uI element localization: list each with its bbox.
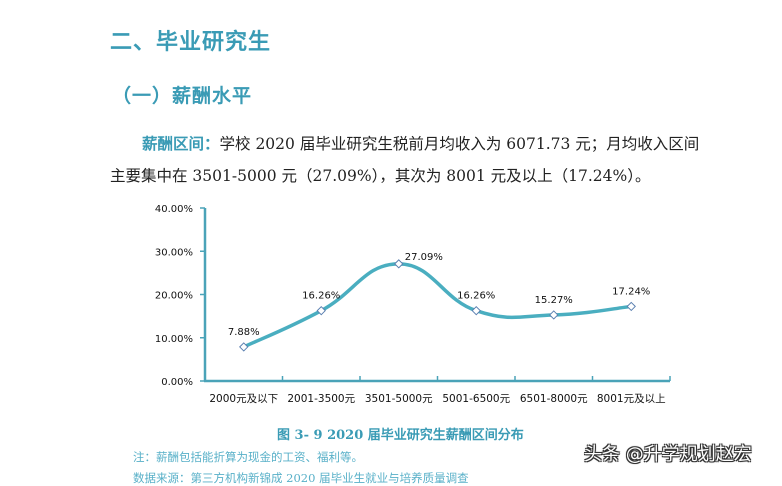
y-tick-label: 40.00%	[155, 204, 193, 215]
category-label-group: 2000元及以下 2001-3500元 3501-5000元 5001-6500元 65…	[209, 393, 665, 405]
watermark: 头条 @升学规划赵宏	[584, 444, 752, 465]
section-heading: 二、毕业研究生	[110, 30, 272, 55]
data-point-marker	[549, 310, 559, 320]
y-tick-group: 0.00% 10.00% 20.00% 30.00% 40.00%	[155, 204, 205, 388]
subsection-heading: （一）薪酬水平	[112, 85, 253, 107]
y-tick-label: 10.00%	[155, 334, 193, 345]
y-tick-label: 30.00%	[155, 247, 193, 258]
marker-group	[239, 259, 636, 352]
figure-note: 注：薪酬包括能折算为现金的工资、福利等。	[133, 450, 363, 464]
y-tick-label: 0.00%	[161, 377, 193, 388]
category-label: 2001-3500元	[287, 393, 355, 405]
data-point-marker	[471, 305, 481, 316]
salary-paragraph: 薪酬区间：学校 2020 届毕业研究生税前月均收入为 6071.73 元；月均收…	[110, 128, 710, 192]
category-label: 2000元及以下	[209, 393, 278, 405]
data-label: 15.27%	[535, 295, 573, 306]
category-label: 6501-8000元	[520, 393, 588, 405]
category-label: 3501-5000元	[365, 393, 433, 405]
paragraph-line-2: 主要集中在 3501-5000 元（27.09%），其次为 8001 元及以上（…	[110, 167, 651, 185]
data-label-group: 7.88% 16.26% 27.09% 16.26% 15.27% 17.24%	[228, 252, 650, 338]
data-label: 16.26%	[457, 291, 495, 302]
data-point-marker	[239, 342, 249, 352]
paragraph-line-1: 学校 2020 届毕业研究生税前月均收入为 6071.73 元；月均收入区间	[219, 135, 700, 153]
data-point-marker	[626, 301, 636, 312]
data-point-marker	[316, 305, 326, 316]
category-label: 8001元及以上	[597, 393, 666, 405]
category-label: 5001-6500元	[442, 393, 510, 405]
series-line	[242, 262, 633, 349]
data-point-marker	[394, 259, 404, 269]
y-tick-label: 20.00%	[155, 291, 193, 302]
paragraph-lead: 薪酬区间：	[142, 134, 220, 153]
x-tick-group	[281, 376, 671, 381]
data-label: 27.09%	[405, 252, 443, 263]
data-source: 数据来源：第三方机构新锦成 2020 届毕业生就业与培养质量调查	[133, 471, 469, 485]
figure-caption: 图 3- 9 2020 届毕业研究生薪酬区间分布	[277, 428, 524, 443]
data-label: 17.24%	[612, 286, 650, 297]
data-label: 16.26%	[302, 291, 340, 302]
data-label: 7.88%	[228, 327, 260, 338]
